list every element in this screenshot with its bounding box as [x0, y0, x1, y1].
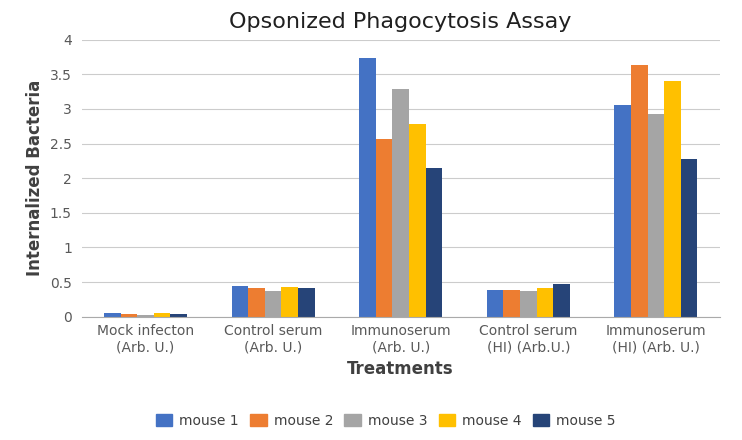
Bar	[298, 288, 315, 317]
Bar	[614, 106, 631, 317]
Bar	[554, 283, 570, 317]
Bar	[171, 314, 187, 317]
Bar	[281, 287, 298, 317]
Bar	[520, 291, 536, 317]
Bar	[154, 313, 171, 317]
Bar	[265, 291, 281, 317]
Bar	[503, 290, 520, 317]
Bar	[137, 315, 154, 317]
Bar	[426, 168, 442, 317]
Bar	[393, 89, 409, 317]
Y-axis label: Internalized Bacteria: Internalized Bacteria	[27, 80, 45, 276]
Bar	[487, 290, 503, 317]
Bar	[232, 286, 248, 317]
Bar	[664, 81, 681, 317]
Bar	[681, 159, 697, 317]
Title: Opsonized Phagocytosis Assay: Opsonized Phagocytosis Assay	[229, 12, 572, 33]
X-axis label: Treatments: Treatments	[347, 360, 454, 378]
Bar	[375, 139, 393, 317]
Bar	[631, 65, 648, 317]
Bar	[409, 124, 426, 317]
Bar	[104, 313, 120, 317]
Bar	[359, 59, 375, 317]
Bar	[536, 288, 554, 317]
Legend: mouse 1, mouse 2, mouse 3, mouse 4, mouse 5: mouse 1, mouse 2, mouse 3, mouse 4, mous…	[150, 408, 622, 433]
Bar	[648, 114, 664, 317]
Bar	[248, 288, 265, 317]
Bar	[120, 314, 137, 317]
